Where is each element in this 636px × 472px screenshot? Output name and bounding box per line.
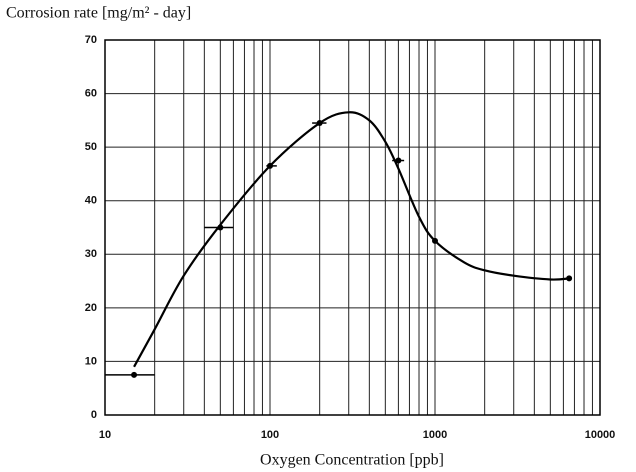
y-tick-label: 70 (85, 34, 97, 46)
y-tick-label: 0 (91, 409, 97, 421)
data-point (316, 120, 323, 127)
data-point (217, 224, 224, 231)
chart-title: Corrosion rate [mg/m² - day] (6, 5, 191, 22)
x-tick-label: 1000 (423, 429, 447, 441)
y-tick-label: 60 (85, 87, 97, 99)
data-point (566, 275, 573, 282)
y-tick-label: 10 (85, 355, 97, 367)
x-tick-label: 10 (99, 429, 111, 441)
data-point (432, 237, 438, 244)
x-tick-label: 10000 (585, 429, 616, 441)
data-point (395, 157, 402, 164)
y-tick-label: 30 (85, 248, 97, 260)
data-point (267, 162, 273, 169)
y-tick-label: 50 (85, 141, 97, 153)
x-tick-label: 100 (261, 429, 279, 441)
y-tick-label: 40 (85, 195, 97, 207)
x-axis-label: Oxygen Concentration [ppb] (260, 452, 444, 469)
curve (133, 111, 570, 368)
plot-frame (104, 39, 601, 416)
y-tick-label: 20 (85, 302, 97, 314)
data-point (131, 371, 138, 378)
